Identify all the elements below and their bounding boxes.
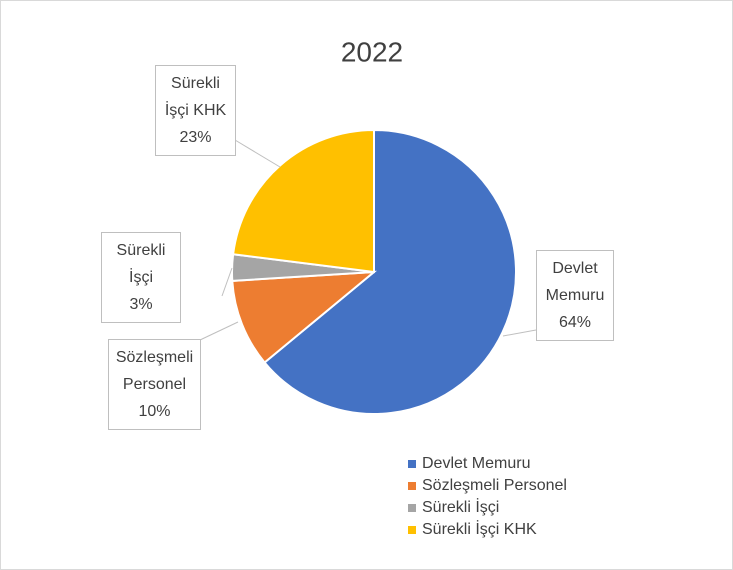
leader-line	[221, 267, 233, 297]
pie-slice	[232, 128, 375, 274]
legend-item: Devlet Memuru	[408, 453, 567, 475]
legend-swatch	[408, 482, 416, 490]
legend-swatch	[408, 526, 416, 534]
chart-title: 2022	[341, 36, 403, 67]
legend-swatch	[408, 460, 416, 468]
label-value: 64%	[558, 314, 592, 331]
label-category: Sözleşmeli Personel	[115, 349, 194, 393]
legend-label: Sözleşmeli Personel	[422, 477, 567, 494]
data-label: Devlet Memuru 64%	[536, 250, 614, 341]
pie-slice	[263, 128, 517, 415]
label-value: 10%	[138, 403, 171, 420]
legend-label: Sürekli İşçi	[422, 499, 500, 516]
legend-label: Devlet Memuru	[422, 455, 531, 472]
leader-line	[199, 321, 239, 341]
data-label: Sürekli İşçi 3%	[101, 232, 181, 323]
label-value: 3%	[129, 296, 153, 313]
data-label: Sürekli İşçi KHK 23%	[155, 65, 236, 156]
pie	[231, 128, 517, 415]
leader-line	[502, 329, 537, 337]
label-value: 23%	[179, 129, 212, 146]
label-category: Devlet Memuru	[545, 260, 605, 304]
legend-item: Sözleşmeli Personel	[408, 475, 567, 497]
legend-label: Sürekli İşçi KHK	[422, 521, 537, 538]
legend-item: Sürekli İşçi KHK	[408, 519, 567, 541]
legend: Devlet Memuru Sözleşmeli Personel Sürekli …	[408, 453, 567, 541]
data-label: Sözleşmeli Personel 10%	[108, 339, 201, 430]
label-category: Sürekli İşçi	[116, 242, 166, 286]
legend-item: Sürekli İşçi	[408, 497, 567, 519]
label-category: Sürekli İşçi KHK	[164, 75, 227, 119]
pie-slice	[231, 270, 378, 364]
leader-line	[234, 139, 281, 168]
legend-swatch	[408, 504, 416, 512]
leader-lines	[199, 139, 537, 341]
